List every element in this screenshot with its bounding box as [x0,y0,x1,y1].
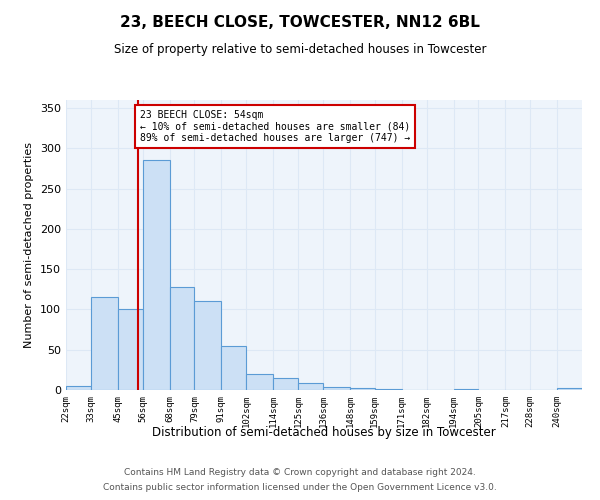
Bar [298,383,323,390]
Bar [91,298,118,390]
Text: Contains HM Land Registry data © Crown copyright and database right 2024.: Contains HM Land Registry data © Crown c… [124,468,476,477]
Bar [557,388,582,390]
Bar [323,387,350,390]
Bar [66,386,91,390]
Bar [350,388,374,390]
Bar [194,302,221,390]
Bar [118,310,143,390]
Bar [374,389,402,390]
Text: 23 BEECH CLOSE: 54sqm
← 10% of semi-detached houses are smaller (84)
89% of semi: 23 BEECH CLOSE: 54sqm ← 10% of semi-deta… [140,110,410,143]
Bar [170,287,194,390]
Text: 23, BEECH CLOSE, TOWCESTER, NN12 6BL: 23, BEECH CLOSE, TOWCESTER, NN12 6BL [120,15,480,30]
Bar [221,346,246,390]
Text: Distribution of semi-detached houses by size in Towcester: Distribution of semi-detached houses by … [152,426,496,439]
Text: Contains public sector information licensed under the Open Government Licence v3: Contains public sector information licen… [103,483,497,492]
Bar [246,374,274,390]
Y-axis label: Number of semi-detached properties: Number of semi-detached properties [25,142,34,348]
Text: Size of property relative to semi-detached houses in Towcester: Size of property relative to semi-detach… [114,42,486,56]
Bar [454,389,478,390]
Bar [143,160,170,390]
Bar [274,378,298,390]
